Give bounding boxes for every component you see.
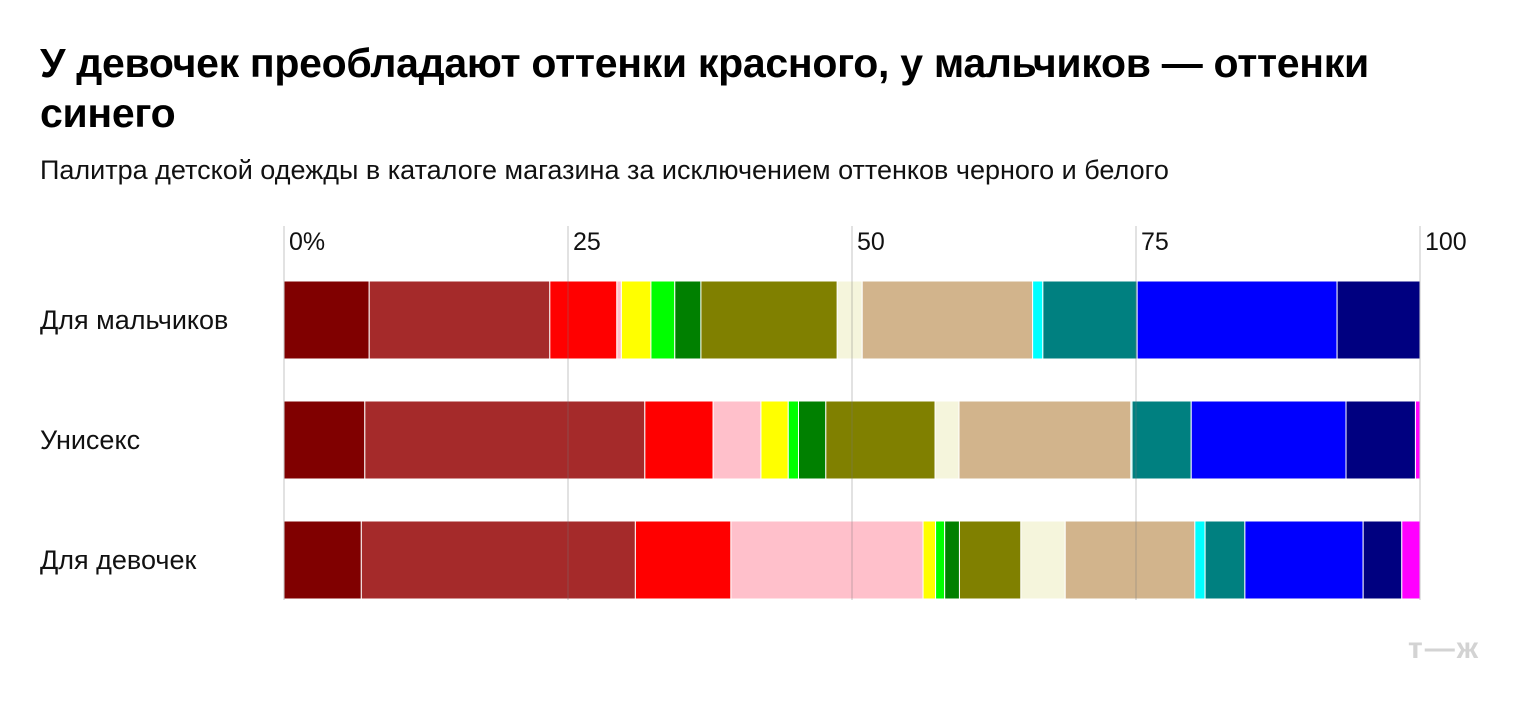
bar-segment [1362, 520, 1403, 600]
bar-segment [760, 400, 789, 480]
category-label: Для девочек [40, 545, 196, 575]
category-label: Для мальчиков [40, 305, 228, 335]
category-label: Унисекс [40, 425, 140, 455]
bar-segment [1244, 520, 1364, 600]
bar-segment [620, 280, 652, 360]
bar-segment [787, 400, 800, 480]
bar-segment [283, 520, 362, 600]
bar-segment [1032, 280, 1044, 360]
bar-segment [650, 280, 676, 360]
bar-segment [958, 400, 1132, 480]
category-labels: Для мальчиков Унисекс Для девочек [40, 305, 228, 575]
bar-segment [1064, 520, 1196, 600]
bar-segment [922, 520, 937, 600]
bar-segment [836, 280, 863, 360]
bar-segment [935, 520, 946, 600]
tick-label: 50 [857, 228, 885, 256]
brand-logo: т—ж [1408, 632, 1480, 665]
bar-segment [825, 400, 936, 480]
bar-segment [364, 400, 646, 480]
chart-subtitle: Палитра детской одежды в каталоге магази… [40, 155, 1169, 185]
bar-segment [644, 400, 714, 480]
grid-layer [283, 226, 1421, 600]
bar-segment [861, 280, 1034, 360]
bar-segment [368, 280, 551, 360]
bar-segment [944, 520, 960, 600]
tick-labels: 0% 25 50 75 100 [289, 228, 1467, 256]
bar-segment [1190, 400, 1347, 480]
bar-segment [700, 280, 838, 360]
bar-segment [1136, 280, 1338, 360]
tick-label: 25 [573, 228, 601, 256]
bar-segment [1414, 400, 1421, 480]
bar-segment [712, 400, 762, 480]
bar-segment [934, 400, 960, 480]
bar-segment [616, 280, 622, 360]
bars-layer [283, 280, 1421, 600]
bar-segment [730, 520, 924, 600]
bar-segment [958, 520, 1022, 600]
bar-segment [1131, 400, 1192, 480]
bar-segment [1020, 520, 1066, 600]
bar-segment [798, 400, 827, 480]
tick-label: 0% [289, 228, 325, 256]
chart-title: У девочек преобладают оттенки красного, … [40, 40, 1369, 136]
bar-segment [283, 400, 366, 480]
bar-segment [283, 280, 370, 360]
bar-segment [1042, 280, 1138, 360]
bar-segment [1401, 520, 1421, 600]
bar-segment [674, 280, 702, 360]
bar-segment [1345, 400, 1416, 480]
bar-segment [549, 280, 618, 360]
tick-label: 100 [1425, 228, 1467, 256]
bar-segment [360, 520, 636, 600]
bar-segment [1336, 280, 1421, 360]
bar-segment [1204, 520, 1246, 600]
bar-segment [1194, 520, 1206, 600]
tick-label: 75 [1141, 228, 1169, 256]
bar-segment [634, 520, 732, 600]
